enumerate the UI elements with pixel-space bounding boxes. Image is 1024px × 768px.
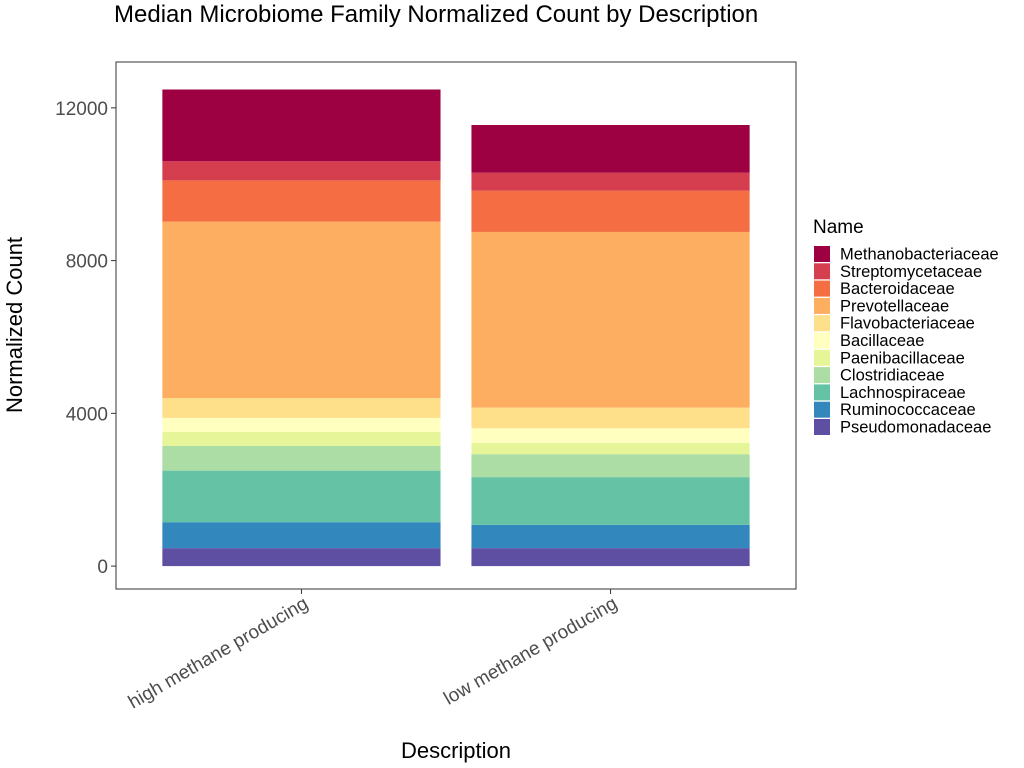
legend-key — [814, 280, 830, 297]
bar-segment-0-5 — [162, 417, 441, 433]
y-tick-label: 4000 — [66, 404, 108, 425]
legend-key — [814, 263, 830, 280]
legend-key — [814, 349, 830, 366]
legend-label: Flavobacteriaceae — [840, 315, 975, 333]
y-tick-label: 0 — [97, 557, 108, 578]
legend-key — [814, 384, 830, 401]
legend-label: Bacillaceae — [840, 332, 924, 350]
y-tick-label: 8000 — [66, 252, 108, 273]
legend-key — [814, 297, 830, 314]
x-tick-label: high methane producing — [125, 593, 312, 713]
legend-label: Ruminococcaceae — [840, 401, 976, 419]
bar-segment-0-2 — [162, 470, 441, 523]
legend-key — [814, 401, 830, 418]
bar-segment-0-10 — [162, 89, 441, 162]
y-tick-label: 12000 — [55, 99, 108, 120]
bar-segment-1-9 — [471, 172, 750, 191]
legend-label: Prevotellaceae — [840, 297, 949, 315]
bar-segment-1-6 — [471, 407, 750, 429]
legend-key — [814, 419, 830, 435]
legend-label: Clostridiaceae — [840, 367, 945, 385]
bar-segment-0-0 — [162, 548, 441, 567]
legend-key — [814, 315, 830, 332]
bar-segment-0-9 — [162, 161, 441, 181]
bar-segment-0-3 — [162, 445, 441, 471]
legend-title: Name — [813, 217, 864, 238]
x-tick-label: low methane producing — [440, 593, 621, 709]
bar-segment-1-5 — [471, 428, 750, 443]
bars-layer — [162, 89, 750, 567]
bar-segment-1-8 — [471, 190, 750, 232]
legend-label: Methanobacteriaceae — [840, 246, 999, 264]
legend-key — [814, 367, 830, 384]
legend-key — [814, 332, 830, 349]
legend-label: Pseudomonadaceae — [840, 419, 991, 437]
bar-segment-0-1 — [162, 522, 441, 549]
legend-label: Paenibacillaceae — [840, 349, 965, 367]
x-axis: high methane producing low methane produc… — [125, 589, 621, 713]
y-axis-title: Normalized Count — [2, 237, 27, 413]
bar-segment-0-4 — [162, 432, 441, 446]
bar-segment-1-2 — [471, 477, 750, 525]
bar-segment-1-7 — [471, 231, 750, 408]
legend-label: Bacteroidaceae — [840, 280, 955, 298]
bar-segment-0-6 — [162, 398, 441, 418]
plot-border — [115, 61, 797, 590]
bar-segment-1-3 — [471, 454, 750, 478]
bar-segment-0-7 — [162, 221, 441, 399]
bar-segment-1-10 — [471, 125, 750, 173]
legend-label: Lachnospiraceae — [840, 384, 966, 402]
legend-key — [814, 246, 830, 262]
bar-segment-1-0 — [471, 548, 750, 567]
chart-title: Median Microbiome Family Normalized Coun… — [114, 1, 758, 28]
bar-segment-1-1 — [471, 524, 750, 549]
x-axis-title: Description — [401, 738, 511, 763]
y-axis: 0 4000 8000 12000 — [55, 99, 116, 578]
legend: Name MethanobacteriaceaeStreptomycetacea… — [813, 217, 999, 437]
bar-segment-0-8 — [162, 180, 441, 222]
legend-label: Streptomycetaceae — [840, 263, 982, 281]
legend-items: MethanobacteriaceaeStreptomycetaceaeBact… — [814, 246, 999, 437]
bar-segment-1-4 — [471, 442, 750, 455]
